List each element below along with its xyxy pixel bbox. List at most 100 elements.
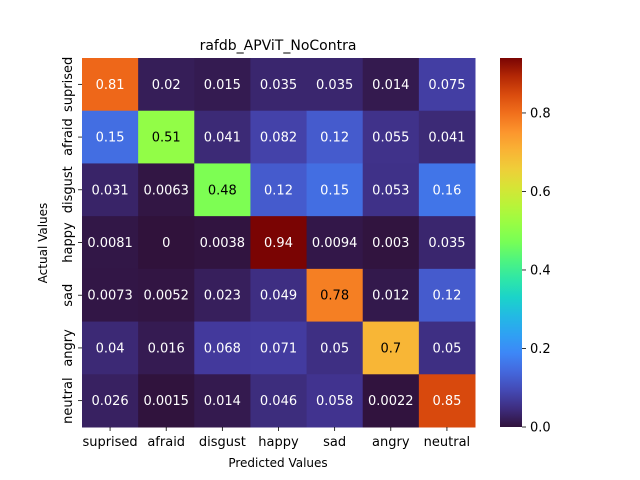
- heatmap-cell: [82, 268, 139, 323]
- heatmap-cell: [138, 268, 195, 323]
- y-axis-ticks: suprised afraid disgust happy sad angry neutra…: [61, 57, 82, 424]
- colorbar-tick-label: 0.2: [530, 342, 551, 357]
- heatmap-cell: [82, 110, 139, 164]
- colorbar-tick-label: 0.6: [530, 185, 551, 200]
- heatmap-cell: [362, 216, 420, 270]
- cell-value-label: 0.12: [320, 131, 349, 146]
- y-tick-label: afraid: [61, 118, 76, 156]
- heatmap-cell: [306, 321, 364, 375]
- heatmap-cell: [194, 58, 251, 112]
- cell-value-label: 0.015: [204, 78, 241, 93]
- heatmap-cell: [82, 321, 139, 375]
- cell-value-label: 0.041: [204, 131, 241, 146]
- cell-value-label: 0.0073: [87, 289, 133, 304]
- cell-value-label: 0.15: [96, 131, 125, 146]
- heatmap-cell: [194, 110, 251, 164]
- cell-value-label: 0.78: [320, 289, 349, 304]
- heatmap-cell: [306, 374, 364, 428]
- x-tick-label: sad: [323, 435, 346, 450]
- heatmap-cell: [194, 268, 251, 323]
- y-tick-label: angry: [61, 329, 76, 367]
- cell-value-label: 0.016: [148, 341, 185, 356]
- cell-value-label: 0.85: [432, 394, 461, 409]
- cell-value-label: 0.51: [152, 131, 181, 146]
- heatmap-cell: [306, 216, 364, 270]
- cell-value-label: 0.014: [372, 78, 409, 93]
- heatmap-cell: [82, 216, 139, 270]
- cell-value-label: 0.05: [432, 341, 461, 356]
- cell-value-label: 0.041: [428, 131, 465, 146]
- cell-value-labels: 0.81 0.02 0.015 0.035 0.035 0.014 0.075 0.15 0.5…: [87, 78, 465, 409]
- cell-value-label: 0.023: [204, 289, 241, 304]
- cell-value-label: 0.058: [316, 394, 353, 409]
- heatmap-cell: [362, 374, 420, 428]
- cell-value-label: 0.003: [372, 236, 409, 251]
- heatmap-cell: [418, 216, 476, 270]
- cell-value-label: 0.02: [152, 78, 181, 93]
- heatmap-cell: [138, 321, 195, 375]
- cell-value-label: 0.0022: [368, 394, 414, 409]
- cell-value-label: 0.035: [428, 236, 465, 251]
- y-axis-label: Actual Values: [36, 203, 50, 284]
- cell-value-label: 0.049: [260, 289, 297, 304]
- heatmap-cells: [82, 58, 476, 428]
- heatmap-cell: [250, 374, 308, 428]
- cell-value-label: 0.068: [204, 341, 241, 356]
- x-axis-ticks: suprised afraid disgust happy sad angry neutra…: [82, 427, 470, 450]
- cell-value-label: 0.071: [260, 341, 297, 356]
- colorbar-tick-label: 0.8: [530, 106, 551, 121]
- heatmap-cell: [418, 374, 476, 428]
- heatmap-cell: [82, 163, 139, 217]
- heatmap-cell: [138, 163, 195, 217]
- x-tick-label: neutral: [424, 435, 471, 450]
- cell-value-label: 0.12: [432, 289, 461, 304]
- cell-value-label: 0.0015: [143, 394, 189, 409]
- cell-value-label: 0.075: [428, 78, 465, 93]
- heatmap-cell: [194, 216, 251, 270]
- chart-title: rafdb_APViT_NoContra: [200, 38, 357, 54]
- heatmap-cell: [194, 321, 251, 375]
- cell-value-label: 0.7: [380, 341, 401, 356]
- x-tick-label: disgust: [199, 435, 246, 450]
- cell-value-label: 0.0052: [143, 289, 189, 304]
- heatmap-cell: [194, 163, 251, 217]
- y-tick-label: neutral: [61, 377, 76, 424]
- heatmap-cell: [418, 268, 476, 323]
- colorbar-tick-label: 0.4: [530, 263, 551, 278]
- heatmap-cell: [250, 321, 308, 375]
- heatmap-cell: [362, 163, 420, 217]
- x-axis-label: Predicted Values: [228, 456, 327, 470]
- cell-value-label: 0: [162, 236, 170, 251]
- heatmap-cell: [138, 110, 195, 164]
- heatmap-cell: [418, 163, 476, 217]
- heatmap-cell: [362, 268, 420, 323]
- colorbar-tick-label: 0.0: [530, 421, 551, 436]
- cell-value-label: 0.0094: [312, 236, 358, 251]
- cell-value-label: 0.053: [372, 183, 409, 198]
- cell-value-label: 0.035: [316, 78, 353, 93]
- heatmap-cell: [306, 110, 364, 164]
- heatmap-cell: [362, 110, 420, 164]
- cell-value-label: 0.04: [96, 341, 125, 356]
- cell-value-label: 0.012: [372, 289, 409, 304]
- x-tick-label: happy: [258, 435, 299, 450]
- cell-value-label: 0.055: [372, 131, 409, 146]
- heatmap-cell: [362, 58, 420, 112]
- cell-value-label: 0.026: [91, 394, 128, 409]
- heatmap-cell: [418, 110, 476, 164]
- cell-value-label: 0.0038: [200, 236, 246, 251]
- x-tick-label: suprised: [82, 435, 137, 450]
- y-tick-label: disgust: [61, 166, 76, 213]
- cell-value-label: 0.94: [264, 236, 293, 251]
- cell-value-label: 0.81: [96, 78, 125, 93]
- heatmap-cell: [250, 58, 308, 112]
- cell-value-label: 0.046: [260, 394, 297, 409]
- heatmap-cell: [418, 58, 476, 112]
- y-tick-label: suprised: [61, 57, 76, 112]
- y-tick-label: happy: [61, 222, 76, 263]
- heatmap-cell: [250, 110, 308, 164]
- heatmap-cell: [82, 374, 139, 428]
- x-tick-label: angry: [372, 435, 410, 450]
- cell-value-label: 0.035: [260, 78, 297, 93]
